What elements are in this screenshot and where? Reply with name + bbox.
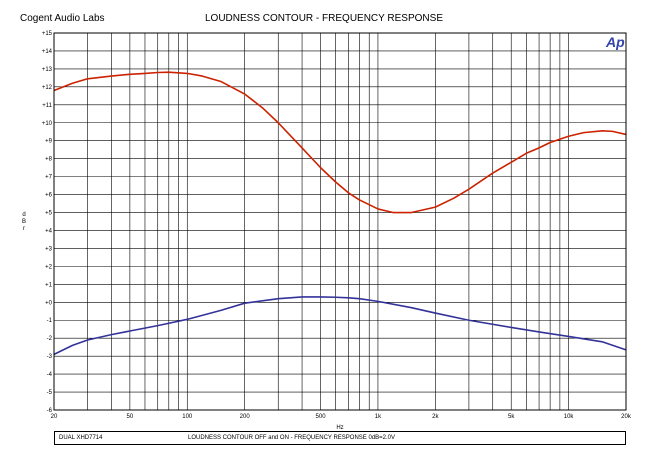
y-tick-label: -4: [47, 372, 53, 378]
y-tick-label: +4: [45, 228, 53, 234]
y-tick-label: +5: [45, 211, 53, 217]
y-tick-label: -6: [47, 408, 53, 414]
y-tick-label: +8: [45, 157, 53, 163]
y-tick-labels: +15 +14 +13 +12 +11 +10 +9 +8 +7 +6 +5 +4 +3 +2 +1 +0 -1…: [42, 31, 53, 414]
y-axis-label-letter: B: [22, 219, 26, 225]
y-axis-label-letter: r: [23, 226, 25, 232]
series-line-2: [53, 296, 627, 356]
y-tick-label: -5: [47, 390, 53, 396]
y-tick-label: +9: [45, 139, 53, 145]
x-tick-label: 2k: [432, 414, 439, 420]
y-tick-label: +6: [45, 193, 53, 199]
y-tick-label: +2: [45, 264, 53, 270]
company-name: Cogent Audio Labs: [20, 13, 105, 24]
y-tick-label: -3: [47, 354, 53, 360]
y-axis-label: dBr: [22, 212, 26, 232]
series-line-1: [53, 71, 627, 214]
footer-description: LOUDNESS CONTOUR OFF and ON - FREQUENCY …: [188, 435, 395, 441]
x-tick-label: 100: [182, 414, 193, 420]
footer-bar: DUAL XHD7714 LOUDNESS CONTOUR OFF and ON…: [54, 431, 626, 445]
series-group: [53, 71, 627, 356]
y-tick-label: +1: [45, 282, 53, 288]
y-tick-label: -2: [47, 336, 53, 342]
y-tick-label: -1: [47, 318, 53, 324]
y-tick-label: +10: [42, 121, 53, 127]
footer-model: DUAL XHD7714: [59, 435, 103, 441]
x-tick-label: 50: [127, 414, 134, 420]
y-tick-label: +15: [42, 31, 53, 37]
y-tick-label: +12: [42, 85, 53, 91]
y-axis-label-letter: d: [22, 212, 25, 218]
x-tick-label: 20: [51, 414, 58, 420]
chart-grid: [53, 32, 627, 411]
x-tick-label: 500: [316, 414, 327, 420]
chart-title: LOUDNESS CONTOUR - FREQUENCY RESPONSE: [204, 13, 443, 24]
y-tick-label: +14: [42, 49, 53, 55]
y-tick-label: +3: [45, 246, 53, 252]
plot-border: [53, 32, 627, 411]
x-tick-label: 20k: [621, 414, 632, 420]
y-tick-label: +0: [45, 300, 53, 306]
y-tick-label: +11: [42, 103, 52, 109]
x-axis-label: Hz: [336, 425, 343, 431]
x-tick-label: 1k: [375, 414, 382, 420]
y-tick-label: +7: [45, 175, 53, 181]
x-tick-label: 5k: [508, 414, 515, 420]
y-tick-label: +13: [42, 67, 53, 73]
ap-logo: Ap: [605, 34, 625, 50]
x-tick-label: 200: [240, 414, 251, 420]
x-tick-labels: 20 50 100 200 500 1k 2k 5k 10k 20k: [51, 414, 632, 420]
x-tick-label: 10k: [564, 414, 575, 420]
